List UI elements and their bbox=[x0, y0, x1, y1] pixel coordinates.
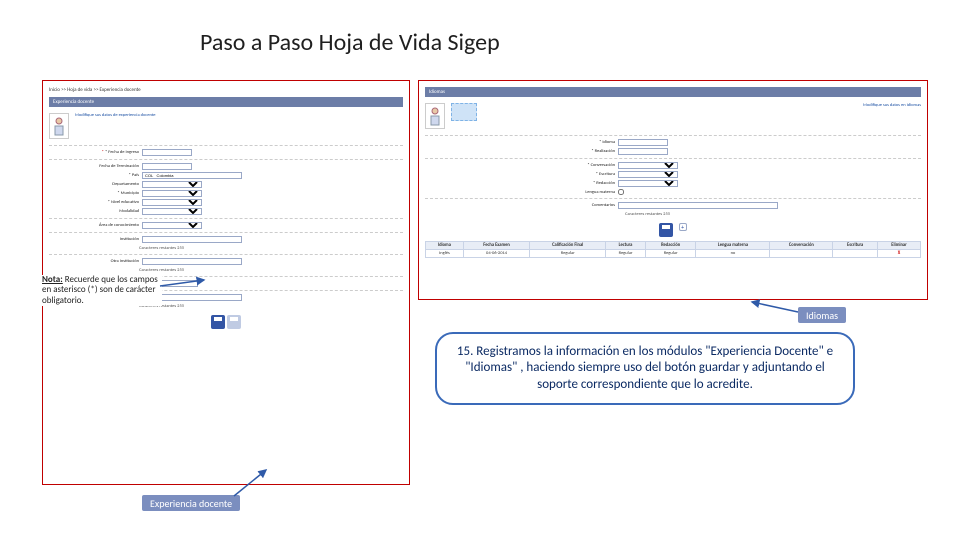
municipio-select[interactable] bbox=[142, 190, 202, 197]
hint-text-left: Modifique sus datos de experiencia docen… bbox=[75, 113, 156, 118]
fecha-ingreso-input[interactable] bbox=[142, 149, 192, 156]
label-escritura: * Escritura bbox=[565, 172, 615, 177]
label-dpto: Departamento bbox=[89, 182, 139, 187]
realizacion-input[interactable] bbox=[618, 148, 668, 155]
label-fecha-ingreso: * * Fecha de Ingreso bbox=[89, 150, 139, 155]
panel-idiomas: Idiomas Modifique sus datos en Idiomas *… bbox=[418, 80, 928, 300]
otra-inst-input[interactable] bbox=[142, 258, 242, 265]
badge-experiencia: Experiencia docente bbox=[142, 495, 240, 511]
delete-x-icon[interactable]: X bbox=[878, 250, 921, 258]
convers-select[interactable] bbox=[618, 162, 678, 169]
hint-text-right: Modifique sus datos en Idiomas bbox=[863, 103, 921, 108]
label-nivel: * Nivel educativo bbox=[89, 200, 139, 205]
label-modalidad: Modalidad bbox=[89, 209, 139, 214]
inst-input[interactable] bbox=[142, 236, 242, 243]
note-callout: Nota: Recuerde que los campos en asteris… bbox=[42, 275, 162, 306]
dpto-select[interactable] bbox=[142, 181, 202, 188]
lengua-checkbox[interactable] bbox=[618, 189, 624, 195]
restantes-1: Caracteres restantes 255 bbox=[139, 246, 403, 251]
idiomas-table: IdiomaFecha ExamenCalificación FinalLect… bbox=[425, 241, 921, 258]
label-inst: Institución bbox=[89, 237, 139, 242]
label-area: Área de conocimiento bbox=[89, 223, 139, 228]
label-redaccion: * Redacción bbox=[565, 181, 615, 186]
avatar-icon-right bbox=[425, 103, 445, 129]
idioma-input[interactable] bbox=[618, 139, 668, 146]
coment-input[interactable] bbox=[618, 202, 778, 209]
breadcrumb: Inicio >> Hoja de vida >> Experiencia do… bbox=[49, 87, 403, 93]
add-icon[interactable]: + bbox=[679, 223, 687, 231]
nivel-select[interactable] bbox=[142, 199, 202, 206]
table-row: Inglés04-06-2014RegularRegularRegularnoX bbox=[426, 250, 921, 258]
flag-icon bbox=[451, 103, 477, 121]
escritura-select[interactable] bbox=[618, 171, 678, 178]
table-header-row: IdiomaFecha ExamenCalificación FinalLect… bbox=[426, 242, 921, 250]
badge-idiomas: Idiomas bbox=[798, 307, 846, 323]
label-municipio: * Municipio bbox=[89, 191, 139, 196]
label-pais: * País bbox=[89, 173, 139, 178]
modalidad-select[interactable] bbox=[142, 208, 202, 215]
restantes-right: Caracteres restantes 255 bbox=[625, 212, 921, 217]
section-title-right: Idiomas bbox=[425, 87, 921, 97]
label-convers: * Conversación bbox=[565, 163, 615, 168]
label-otra-inst: Otra Institución bbox=[89, 259, 139, 264]
label-realizacion: * Realización bbox=[565, 149, 615, 154]
area-select[interactable] bbox=[142, 222, 202, 229]
save-icon[interactable] bbox=[211, 315, 225, 329]
avatar-icon bbox=[49, 113, 69, 139]
restantes-3: Caracteres restantes 255 bbox=[139, 304, 403, 309]
label-fecha-term: Fecha de Terminación bbox=[89, 164, 139, 169]
save-icon-2[interactable] bbox=[227, 315, 241, 329]
pais-input[interactable] bbox=[142, 172, 242, 179]
label-lengua: Lengua materna bbox=[565, 190, 615, 195]
label-coment: Comentarios bbox=[565, 203, 615, 208]
save-icon-right[interactable] bbox=[659, 223, 673, 237]
redaccion-select[interactable] bbox=[618, 180, 678, 187]
restantes-2: Caracteres restantes 255 bbox=[139, 268, 403, 273]
instruction-callout: 15. Registramos la información en los mó… bbox=[435, 332, 855, 405]
label-idioma: * Idioma bbox=[565, 140, 615, 145]
fecha-term-input[interactable] bbox=[142, 163, 192, 170]
section-title-left: Experiencia docente bbox=[49, 97, 403, 107]
page-title: Paso a Paso Hoja de Vida Sigep bbox=[200, 28, 500, 57]
